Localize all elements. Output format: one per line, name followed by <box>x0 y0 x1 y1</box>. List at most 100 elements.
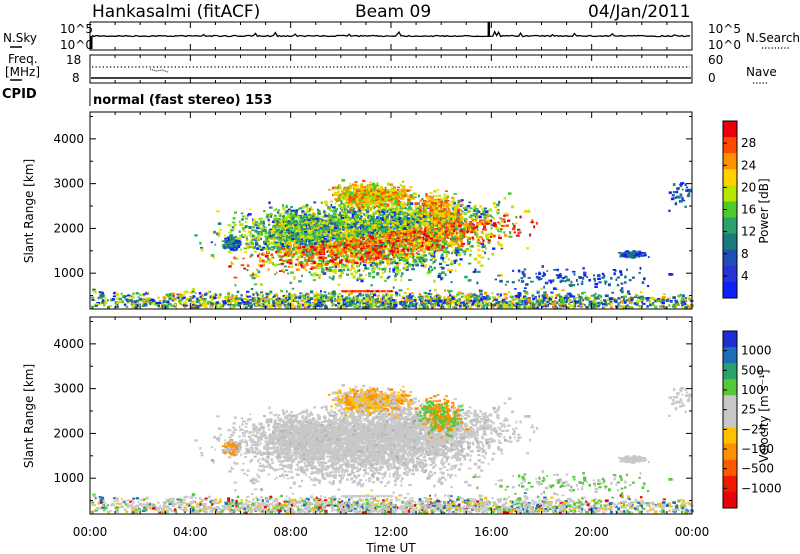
echo-cell <box>524 302 528 305</box>
echo-cell <box>447 304 450 308</box>
echo-cell <box>238 304 241 308</box>
echo-cell <box>168 293 171 296</box>
echo-cell <box>326 270 329 273</box>
echo-cell <box>335 299 339 302</box>
echo-cell <box>546 301 550 304</box>
echo-cell <box>320 299 324 302</box>
echo-cell <box>340 265 344 269</box>
echo-cell <box>504 212 508 215</box>
echo-cell <box>327 254 330 257</box>
echo-cell <box>591 300 595 303</box>
echo-cell <box>469 295 473 299</box>
echo-cell <box>373 253 377 256</box>
echo-cell <box>318 250 321 254</box>
echo-cell <box>668 305 671 308</box>
echo-cell <box>262 222 265 225</box>
echo-cell <box>288 262 293 265</box>
echo-cell <box>352 300 355 303</box>
echo-cell <box>411 245 414 248</box>
echo-cell <box>410 299 413 302</box>
echo-cell <box>263 300 267 304</box>
echo-cell <box>433 296 436 299</box>
echo-cell <box>217 234 221 237</box>
echo-cell <box>476 295 480 298</box>
echo-cell <box>372 304 376 308</box>
echo-cell <box>462 296 465 299</box>
echo-cell <box>426 304 429 308</box>
echo-cell <box>285 299 289 302</box>
echo-cell <box>220 304 224 308</box>
echo-cell <box>252 226 255 229</box>
echo-cell <box>446 289 451 292</box>
echo-cell <box>267 257 270 261</box>
echo-cell <box>388 257 391 260</box>
echo-cell <box>429 293 433 296</box>
echo-cell <box>684 302 687 306</box>
echo-cell <box>257 235 261 238</box>
echo-cell <box>542 294 546 297</box>
echo-cell <box>297 303 300 306</box>
echo-cell <box>633 302 637 305</box>
echo-cell <box>625 299 630 301</box>
echo-cell <box>331 277 335 281</box>
echo-cell <box>291 306 295 310</box>
echo-cell <box>393 257 396 261</box>
echo-cell <box>537 298 541 301</box>
echo-cell <box>529 299 531 302</box>
echo-cell <box>563 296 568 299</box>
echo-cell <box>274 306 277 309</box>
echo-cell <box>308 302 311 306</box>
echo-cell <box>248 302 253 305</box>
echo-cell <box>608 297 613 301</box>
echo-cell <box>450 245 453 248</box>
echo-cell <box>430 299 433 303</box>
echo-cell <box>476 301 478 304</box>
echo-cell <box>481 295 484 298</box>
echo-cell <box>394 302 398 305</box>
echo-cell <box>157 296 160 299</box>
echo-cell <box>179 292 182 296</box>
echo-cell <box>217 297 220 299</box>
echo-cell <box>367 294 371 298</box>
echo-cell <box>229 296 234 300</box>
echo-cell <box>271 257 274 259</box>
echo-cell <box>474 304 478 307</box>
echo-cell <box>90 296 95 299</box>
echo-cell <box>637 304 640 307</box>
echo-cell <box>301 292 303 295</box>
echo-cell <box>513 224 516 228</box>
echo-cell <box>454 259 458 262</box>
echo-cell <box>362 303 366 307</box>
echo-cell <box>378 294 381 297</box>
echo-cell <box>365 293 369 296</box>
echo-cell <box>536 299 538 302</box>
echo-cell <box>635 300 640 303</box>
echo-cell <box>291 305 295 308</box>
echo-cell <box>543 304 546 307</box>
echo-cell <box>392 286 395 289</box>
echo-cell <box>674 300 679 304</box>
echo-cell <box>509 302 512 306</box>
echo-cell <box>199 297 202 300</box>
echo-cell <box>314 300 318 304</box>
echo-cell <box>360 228 364 232</box>
echo-cell <box>403 303 406 306</box>
echo-cell <box>232 305 236 308</box>
echo-cell <box>584 297 588 301</box>
echo-cell <box>256 268 259 271</box>
echo-cell <box>476 299 479 303</box>
echo-cell <box>206 302 210 305</box>
echo-cell <box>476 270 481 274</box>
echo-cell <box>573 300 578 303</box>
echo-cell <box>383 306 387 309</box>
echo-cell <box>250 300 253 303</box>
echo-cell <box>234 284 237 287</box>
echo-cell <box>132 292 136 295</box>
echo-cell <box>363 264 367 267</box>
echo-cell <box>547 296 549 299</box>
echo-cell <box>551 302 555 306</box>
echo-cell <box>356 264 359 267</box>
echo-cell <box>447 298 451 301</box>
echo-cell <box>514 295 518 298</box>
echo-cell <box>645 297 649 300</box>
